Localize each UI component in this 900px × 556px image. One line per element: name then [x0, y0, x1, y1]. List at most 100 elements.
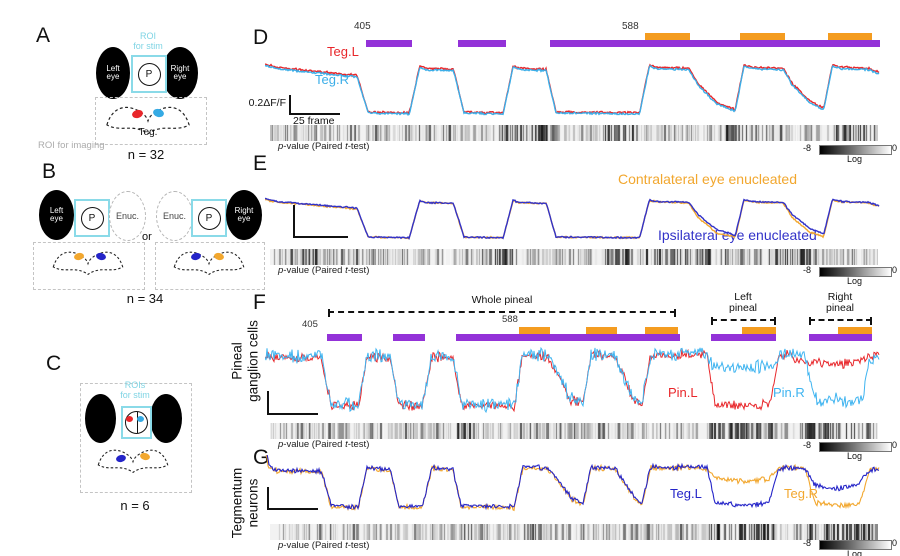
stim-bar-405: [327, 334, 363, 341]
stim-roi-box-b1: P: [74, 199, 110, 237]
log-colorbar-g: -8 0 Log: [795, 538, 900, 556]
stim-roi-box-b2: P: [191, 199, 227, 237]
sample-size-c: n = 6: [120, 498, 150, 513]
stim-bar-405: [456, 334, 681, 341]
stim-bar-588: [742, 327, 777, 334]
stim-bar-405: [549, 40, 880, 47]
trace-Teg.L: [266, 455, 880, 511]
colorbar-min-f: -8: [803, 440, 812, 450]
bracket-left-pineal-label: Left pineal: [695, 292, 791, 314]
pineal-circle-b2: P: [197, 206, 221, 230]
caption-p-e: p: [278, 265, 284, 276]
bracket-left-line1: Left: [734, 291, 752, 303]
enuc-label-b1: Enuc.: [115, 211, 139, 221]
pvalue-caption-f: p-value (Paired t-test): [278, 439, 369, 450]
caption-end-f: -test): [347, 439, 370, 450]
trace-Teg.L: [265, 63, 880, 116]
rois-for-stim-line1: ROIs: [124, 380, 146, 390]
trace-plot-g: [265, 455, 880, 512]
pineal-row-line2: ganglion cells: [245, 320, 260, 402]
right-eye-label: Right eye: [170, 63, 190, 81]
scalebar-v-label: 0.2ΔF/F: [248, 97, 286, 109]
tegmentum-outline-b2: [173, 251, 245, 276]
caption-mid-e: -value (Paired: [283, 265, 346, 276]
colorbar-max-d: 0: [892, 143, 898, 153]
colorbar-min-g: -8: [803, 538, 812, 548]
pvalue-strip-d: [270, 125, 878, 141]
roi-for-imaging-label: ROI for imaging: [38, 140, 105, 151]
colorbar-gradient-g: [819, 540, 892, 550]
stim-588-label-d: 588: [622, 21, 639, 32]
roi-for-stim-line2: for stim: [133, 40, 163, 51]
rois-for-stim-label: ROIs for stim: [105, 380, 165, 400]
trace-Teg.R: [265, 64, 880, 116]
colorbar-label-g: Log: [846, 549, 863, 556]
stim-405-label-f: 405: [302, 319, 318, 330]
row-label-pineal-ganglion-cells: Pineal ganglion cells: [230, 304, 262, 419]
pineal-p-b1: P: [88, 212, 96, 224]
panel-e-label: E: [253, 152, 268, 175]
trace-label-pin-r: Pin.R: [773, 385, 805, 400]
bracket-whole-pineal: [328, 309, 676, 319]
tegmentum-outline-c: [97, 449, 169, 474]
colorbar-max-e: 0: [892, 265, 898, 275]
left-eye-label: Left eye: [106, 63, 120, 81]
log-colorbar-f: -8 0 Log: [795, 440, 900, 462]
stim-rois-box-c: [121, 406, 152, 439]
scalebar-horizontal-e: [293, 236, 348, 238]
pineal-circle-b1: P: [80, 206, 104, 230]
panel-c-label: C: [46, 352, 62, 375]
pvalue-caption-g: p-value (Paired t-test): [278, 540, 369, 551]
colorbar-gradient-d: [819, 145, 892, 155]
pineal-divider: [136, 412, 138, 433]
log-colorbar-e: -8 0 Log: [795, 265, 900, 287]
right-eye-b-label: Right eye: [234, 205, 254, 223]
caption-p-g: p: [278, 540, 284, 551]
colorbar-gradient-e: [819, 267, 892, 277]
left-eye-b: Left eye: [39, 190, 74, 240]
stim-bar-405: [458, 40, 507, 47]
panel-b-label: B: [42, 160, 57, 183]
pvalue-strip-g: [270, 524, 878, 540]
bracket-left-line2: pineal: [728, 302, 758, 314]
right-eye: Right eye: [162, 47, 198, 99]
imaging-roi-box: [95, 97, 207, 145]
teg-label: Teg.: [138, 127, 158, 138]
stim-405-label-d: 405: [354, 21, 371, 32]
caption-end-g: -test): [347, 540, 370, 551]
panel-f-label: F: [253, 291, 266, 314]
caption-t: t: [345, 141, 348, 152]
scalebar-horizontal-d: [289, 113, 340, 115]
trace-Ipsilateral: [265, 197, 880, 241]
caption-t-g: t: [345, 540, 348, 551]
stim-bar-588: [739, 33, 786, 40]
stim-bar-588: [827, 33, 872, 40]
right-eye-b: Right eye: [226, 190, 262, 240]
stim-bar-588: [586, 327, 617, 334]
stim-bar-588: [645, 33, 690, 40]
colorbar-max-f: 0: [892, 440, 898, 450]
sample-size-a: n = 32: [127, 147, 165, 162]
left-pineal-stim-dot: [126, 416, 133, 422]
stim-bar-588: [518, 327, 550, 334]
pineal-p: P: [145, 68, 153, 80]
stim-bar-405: [809, 334, 872, 341]
colorbar-min-d: -8: [803, 143, 812, 153]
scalebar-vertical-f: [267, 391, 269, 415]
caption-p-f: p: [278, 439, 284, 450]
trace-plot-e: [265, 197, 880, 241]
pvalue-strip-f: [270, 423, 878, 439]
trace-label-pin-l: Pin.L: [668, 385, 698, 400]
colorbar-max-g: 0: [892, 538, 898, 548]
colorbar-label-d: Log: [846, 154, 863, 164]
panel-d-label: D: [253, 26, 269, 49]
trace-Contralateral: [265, 198, 880, 240]
log-colorbar-d: -8 0 Log: [795, 143, 900, 165]
tegmentum-outline-b1: [52, 251, 124, 276]
colorbar-gradient-f: [819, 442, 892, 452]
caption-end: -test): [347, 141, 370, 152]
stim-roi-box: P: [131, 55, 167, 93]
caption-mid-g: -value (Paired: [283, 540, 346, 551]
pvalue-strip-e: [270, 249, 878, 265]
